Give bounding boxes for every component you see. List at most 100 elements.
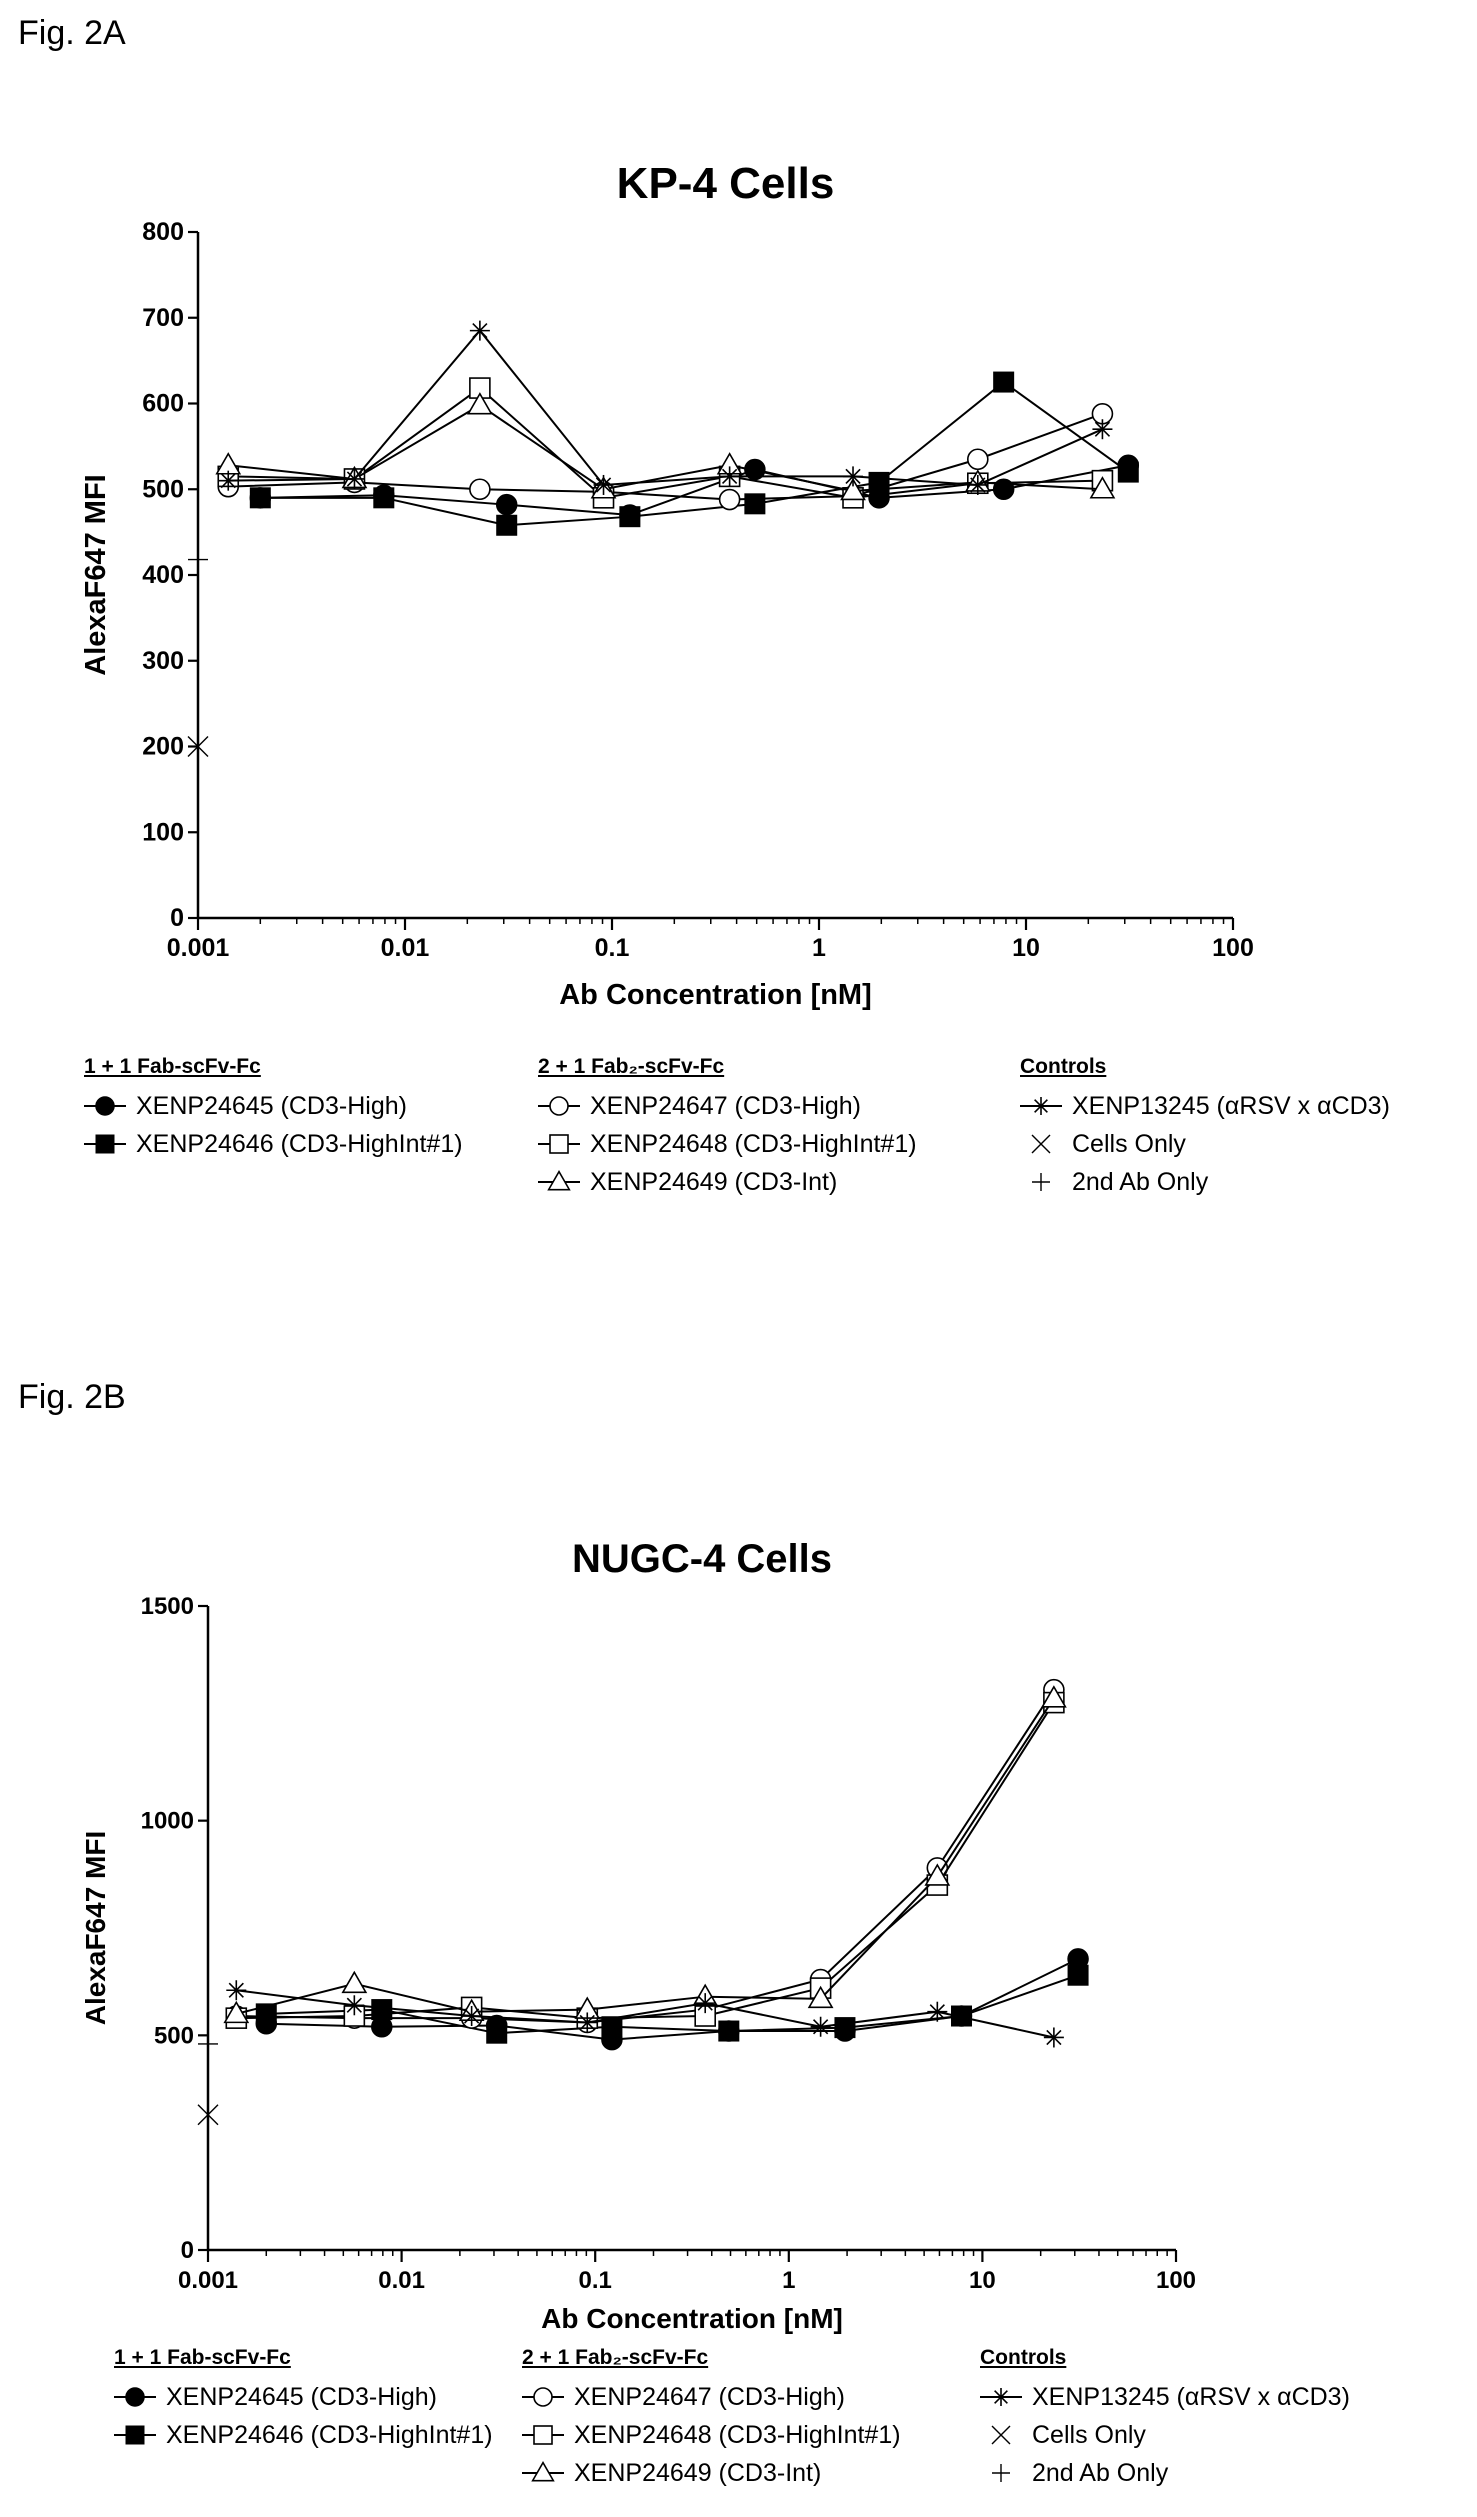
nugc4-data-point [1067, 1964, 1089, 1986]
kp4-legend-group: 2 + 1 Fab₂-scFv-Fc XENP24647 (CD3-High) XE… [538, 1055, 917, 1201]
nugc4-series-line [236, 1702, 1055, 2020]
kp4-x-tick-label: 0.1 [595, 934, 630, 962]
nugc4-data-point [255, 2003, 277, 2025]
nugc4-y-axis-label: AlexaF647 MFI [80, 1831, 111, 2026]
nugc4-legend-marker-filled-square [114, 2425, 156, 2445]
nugc4-legend-marker-filled-circle [114, 2387, 156, 2407]
nugc4-x-tick-label: 10 [969, 2267, 996, 2294]
nugc4-legend-heading: Controls [980, 2346, 1067, 2369]
kp4-data-point [187, 736, 209, 757]
kp4-legend-item: XENP24646 (CD3-HighInt#1) [84, 1125, 463, 1163]
nugc4-y-tick-label: 1000 [141, 1808, 194, 1835]
nugc4-legend-item: XENP24649 (CD3-Int) [522, 2454, 901, 2492]
kp4-data-point [1092, 419, 1113, 440]
nugc4-legend-label: XENP24645 (CD3-High) [166, 2382, 437, 2411]
nugc4-data-point [371, 1999, 393, 2021]
nugc4-legend-item: Cells Only [980, 2416, 1350, 2454]
kp4-y-axis-label: AlexaF647 MFI [80, 474, 112, 675]
figure-label-2b: Fig. 2B [18, 1378, 126, 1416]
kp4-data-point [495, 493, 518, 516]
nugc4-data-point [810, 2016, 831, 2037]
kp4-data-point [967, 448, 989, 471]
nugc4-legend-marker-asterisk [980, 2388, 1022, 2406]
kp4-series-line [260, 380, 1129, 527]
nugc4-data-point [486, 2022, 508, 2044]
nugc4-legend-group: 2 + 1 Fab₂-scFv-Fc XENP24647 (CD3-High) XE… [522, 2346, 901, 2492]
nugc4-legend-item: XENP24648 (CD3-HighInt#1) [522, 2416, 901, 2454]
kp4-y-tick-label: 500 [142, 475, 184, 503]
kp4-data-point [744, 493, 766, 515]
kp4-legend-label: XENP24648 (CD3-HighInt#1) [590, 1129, 917, 1158]
nugc4-series-line [236, 1697, 1055, 2015]
nugc4-legend-label: 2nd Ab Only [1032, 2458, 1169, 2487]
kp4-legend-marker-filled-circle [84, 1096, 126, 1116]
nugc4-data-point [341, 1970, 368, 1994]
nugc4-data-point [577, 2012, 598, 2033]
kp4-data-point [843, 466, 864, 487]
kp4-x-axis-label: Ab Concentration [nM] [559, 979, 872, 1011]
nugc4-data-point [198, 2033, 218, 2054]
kp4-legend-item: XENP24648 (CD3-HighInt#1) [538, 1125, 917, 1163]
kp4-y-tick-label: 300 [142, 647, 184, 675]
kp4-y-tick-label: 0 [170, 904, 184, 932]
nugc4-legend-label: XENP13245 (αRSV x αCD3) [1032, 2382, 1350, 2411]
nugc4-legend-item: XENP24645 (CD3-High) [114, 2378, 493, 2416]
kp4-data-point [466, 392, 493, 415]
kp4-data-point [496, 514, 518, 536]
kp4-legend-item: 2nd Ab Only [1020, 1163, 1390, 1201]
kp4-legend-marker-filled-square [84, 1134, 126, 1154]
kp4-legend-label: Cells Only [1072, 1129, 1186, 1158]
chart-kp4: KP-4 Cells 0 100 200 300 400 500 600 700 800 0.001… [80, 159, 1254, 1011]
kp4-legend-label: XENP24646 (CD3-HighInt#1) [136, 1129, 463, 1158]
kp4-data-point [344, 468, 365, 489]
kp4-data-point [218, 470, 239, 491]
kp4-series-xenp24646-cd3-highint-1 [249, 371, 1139, 536]
kp4-legend-label: XENP24649 (CD3-Int) [590, 1167, 838, 1196]
kp4-x-tick-label: 1 [812, 934, 826, 962]
nugc4-legend-heading: 2 + 1 Fab₂-scFv-Fc [522, 2346, 709, 2369]
nugc4-series-2nd-ab-only [198, 2033, 218, 2054]
kp4-title: KP-4 Cells [617, 159, 835, 208]
nugc4-data-point [927, 2001, 948, 2022]
nugc4-y-tick-label: 1500 [141, 1593, 194, 1620]
kp4-x-tick-label: 0.001 [167, 934, 230, 962]
kp4-legend-heading: 1 + 1 Fab-scFv-Fc [84, 1055, 261, 1078]
nugc4-data-point [951, 2005, 973, 2027]
nugc4-x-tick-label: 0.01 [378, 2267, 425, 2294]
nugc4-title: NUGC-4 Cells [572, 1537, 832, 1581]
kp4-legend-marker-x [1031, 1134, 1051, 1154]
kp4-y-tick-label: 200 [142, 733, 184, 761]
kp4-legend-item: XENP24647 (CD3-High) [538, 1087, 917, 1125]
kp4-y-tick-label: 400 [142, 561, 184, 589]
kp4-legend-label: 2nd Ab Only [1072, 1167, 1209, 1196]
kp4-series-2nd-ab-only [188, 549, 208, 570]
nugc4-x-tick-label: 100 [1156, 2267, 1196, 2294]
kp4-legend-label: XENP13245 (αRSV x αCD3) [1072, 1091, 1390, 1120]
nugc4-data-point [924, 1863, 951, 1886]
nugc4-series-xenp13245-rsv-x-cd3 [226, 1980, 1064, 2048]
kp4-y-tick-label: 700 [142, 304, 184, 332]
nugc4-legend-marker-plus [992, 2464, 1010, 2482]
kp4-data-point [188, 549, 208, 570]
kp4-x-tick-label: 10 [1012, 934, 1040, 962]
nugc4-series-xenp24649-cd3-int [223, 1685, 1067, 2024]
kp4-legend-item: Cells Only [1020, 1125, 1390, 1163]
nugc4-legend-marker-open-triangle [522, 2461, 564, 2482]
kp4-legend-heading: Controls [1020, 1055, 1107, 1078]
kp4-y-tick-label: 600 [142, 390, 184, 418]
kp4-legend-item: XENP13245 (αRSV x αCD3) [1020, 1087, 1390, 1125]
nugc4-legend-group: Controls XENP13245 (αRSV x αCD3) Cells Onl… [980, 2346, 1350, 2492]
nugc4-legend-label: Cells Only [1032, 2420, 1146, 2449]
kp4-legend-label: XENP24645 (CD3-High) [136, 1091, 407, 1120]
nugc4-legend-label: XENP24649 (CD3-Int) [574, 2458, 822, 2487]
kp4-data-point [993, 371, 1015, 393]
nugc4-legend-marker-open-circle [522, 2387, 564, 2407]
kp4-data-point [469, 320, 490, 341]
nugc4-legend-label: XENP24647 (CD3-High) [574, 2382, 845, 2411]
nugc4-data-point [695, 1993, 716, 2014]
nugc4-data-point [197, 2104, 219, 2126]
kp4-legend-group: Controls XENP13245 (αRSV x αCD3) Cells Onl… [1020, 1055, 1390, 1201]
nugc4-legend-heading: 1 + 1 Fab-scFv-Fc [114, 2346, 291, 2369]
nugc4-data-point [1040, 1685, 1067, 1708]
kp4-x-tick-label: 100 [1212, 934, 1254, 962]
